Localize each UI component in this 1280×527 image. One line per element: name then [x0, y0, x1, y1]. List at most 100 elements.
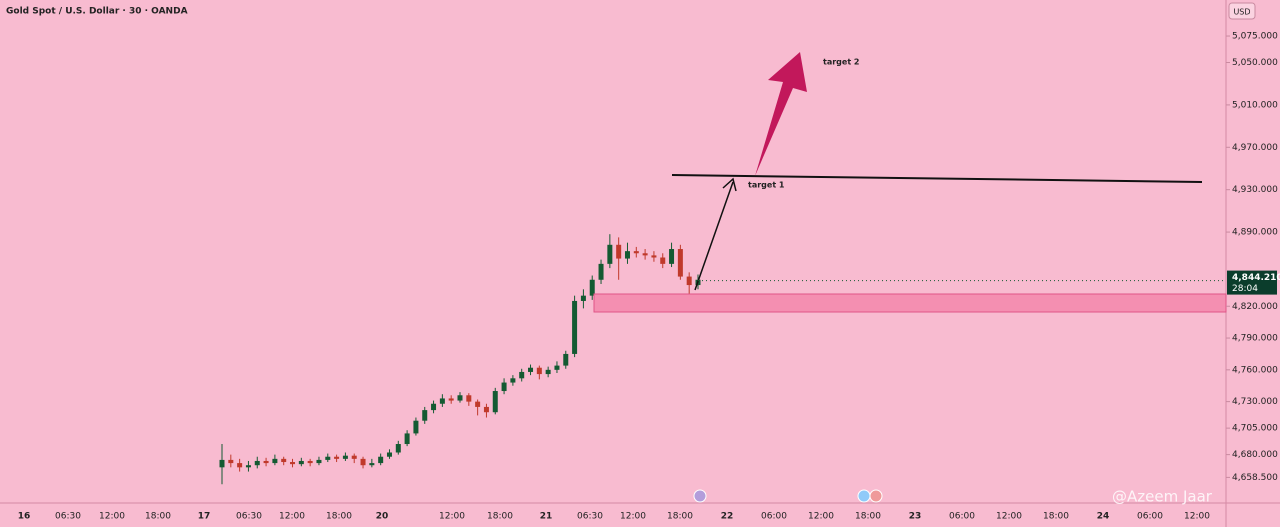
- y-tick-label: 5,075.000: [1232, 32, 1278, 42]
- candle-body: [598, 263, 604, 280]
- last-price-box: [1227, 270, 1277, 295]
- candle-body: [528, 367, 534, 372]
- candle-body: [369, 463, 375, 466]
- chart-title: Gold Spot / U.S. Dollar · 30 · OANDA: [6, 7, 188, 17]
- candle-body: [448, 398, 454, 401]
- x-tick-label: 18:00: [487, 512, 513, 522]
- candle-body: [219, 459, 225, 468]
- candle-body: [342, 455, 348, 459]
- x-tick-label: 18:00: [145, 512, 171, 522]
- y-tick-label: 5,010.000: [1232, 100, 1278, 110]
- candle-body: [351, 455, 357, 459]
- candle-body: [686, 276, 692, 286]
- candle-body: [325, 456, 331, 460]
- candle-body: [254, 460, 260, 466]
- x-tick-label: 12:00: [439, 512, 465, 522]
- y-tick-label: 4,820.000: [1232, 302, 1278, 312]
- candle-body: [616, 244, 622, 259]
- candle-body: [237, 463, 243, 468]
- candle-body: [431, 403, 437, 411]
- candle-body: [501, 382, 507, 392]
- x-tick-label: 24: [1097, 512, 1110, 522]
- candle-body: [466, 395, 472, 402]
- candle-body: [563, 353, 569, 366]
- candle-body: [519, 371, 525, 379]
- candle-body: [457, 395, 463, 401]
- y-tick-label: 4,930.000: [1232, 185, 1278, 195]
- x-tick-label: 06:00: [949, 512, 975, 522]
- currency: USD: [1233, 8, 1250, 17]
- x-tick-label: 06:30: [577, 512, 603, 522]
- x-tick-label: 06:00: [761, 512, 787, 522]
- candle-body: [263, 460, 269, 464]
- x-tick-label: 12:00: [620, 512, 646, 522]
- y-tick-label: 4,760.000: [1232, 365, 1278, 375]
- candle-body: [422, 410, 428, 421]
- candle-body: [510, 378, 516, 383]
- candle-body: [439, 398, 445, 404]
- event-icon[interactable]: [693, 489, 707, 503]
- y-tick-label: 4,680.000: [1232, 450, 1278, 460]
- y-tick-label: 4,658.500: [1232, 473, 1278, 483]
- x-tick-label: 21: [540, 512, 553, 522]
- candle-body: [386, 452, 392, 457]
- x-tick-label: 12:00: [996, 512, 1022, 522]
- x-tick-label: 18:00: [667, 512, 693, 522]
- event-icon[interactable]: [869, 489, 883, 503]
- y-tick-label: 5,050.000: [1232, 58, 1278, 68]
- big-arrow: [755, 52, 807, 176]
- candle-body: [404, 433, 410, 445]
- candle-body: [660, 257, 666, 264]
- candle-body: [554, 365, 560, 370]
- countdown: 28:04: [1232, 284, 1258, 294]
- last-price-label: 4,844.210: [1232, 273, 1280, 283]
- candle-body: [545, 369, 551, 375]
- candle-body: [677, 249, 683, 277]
- candle-body: [589, 279, 595, 296]
- candle-body: [245, 465, 251, 468]
- arrow: [694, 181, 734, 291]
- candle-body: [536, 367, 542, 375]
- candle-body: [607, 244, 613, 264]
- candle-body: [580, 295, 586, 301]
- candle-body: [281, 458, 287, 463]
- candle-body: [290, 462, 296, 465]
- x-tick-label: 23: [909, 512, 922, 522]
- candle-body: [651, 255, 657, 258]
- x-tick-label: 18:00: [326, 512, 352, 522]
- x-tick-label: 12:00: [99, 512, 125, 522]
- candle-body: [395, 444, 401, 453]
- watermark: @Azeem Jaar: [1112, 488, 1213, 506]
- y-tick-label: 4,705.000: [1232, 424, 1278, 434]
- x-tick-label: 17: [198, 512, 211, 522]
- candle-body: [378, 456, 384, 464]
- candle-body: [307, 460, 313, 464]
- y-tick-label: 4,730.000: [1232, 397, 1278, 407]
- candle-body: [298, 460, 304, 465]
- x-tick-label: 06:30: [55, 512, 81, 522]
- candle-body: [334, 456, 340, 459]
- annotation: target 2: [823, 58, 860, 67]
- candle-body: [316, 459, 322, 464]
- candle-body: [633, 251, 639, 254]
- support-zone: [593, 293, 1227, 313]
- x-tick-label: 18:00: [1043, 512, 1069, 522]
- x-tick-label: 18:00: [855, 512, 881, 522]
- target-line: [671, 174, 1203, 183]
- candle-body: [272, 458, 278, 464]
- candle-body: [360, 458, 366, 466]
- x-tick-label: 06:30: [236, 512, 262, 522]
- x-tick-label: 20: [376, 512, 389, 522]
- y-tick-label: 4,790.000: [1232, 334, 1278, 344]
- annotation: target 1: [748, 181, 785, 190]
- x-tick-label: 12:00: [808, 512, 834, 522]
- currency-box[interactable]: [1228, 2, 1256, 20]
- event-icon[interactable]: [857, 489, 871, 503]
- x-tick-label: 06:00: [1137, 512, 1163, 522]
- candle-body: [228, 459, 234, 464]
- candle-body: [669, 249, 675, 264]
- candle-body: [624, 251, 630, 259]
- x-tick-label: 16: [18, 512, 31, 522]
